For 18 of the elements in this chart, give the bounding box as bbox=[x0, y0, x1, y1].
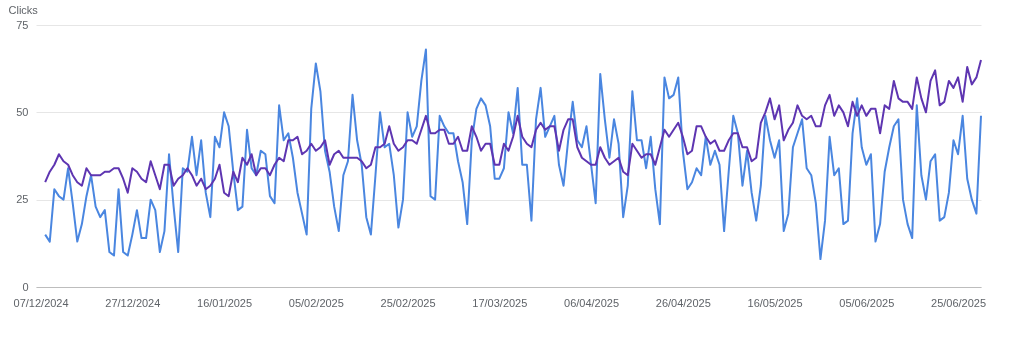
y-tick-label: 75 bbox=[16, 18, 29, 31]
x-tick-label: 06/04/2025 bbox=[564, 296, 620, 309]
x-tick-label: 05/02/2025 bbox=[288, 296, 344, 309]
x-tick-label: 05/06/2025 bbox=[839, 296, 895, 309]
y-axis-title: Clicks bbox=[8, 3, 39, 16]
x-tick-label: 25/06/2025 bbox=[931, 296, 987, 309]
y-tick-label: 25 bbox=[16, 193, 29, 206]
x-tick-label: 25/02/2025 bbox=[380, 296, 436, 309]
x-tick-label: 07/12/2024 bbox=[13, 296, 69, 309]
line-series bbox=[44, 58, 982, 198]
x-tick-label: 26/04/2025 bbox=[655, 296, 711, 309]
x-tick-label: 27/12/2024 bbox=[105, 296, 161, 309]
y-tick-label: 0 bbox=[22, 280, 29, 293]
x-tick-label: 16/01/2025 bbox=[197, 296, 253, 309]
x-tick-label: 17/03/2025 bbox=[472, 296, 528, 309]
y-tick-label: 50 bbox=[16, 105, 29, 118]
x-tick-label: 16/05/2025 bbox=[747, 296, 803, 309]
line-series bbox=[44, 48, 982, 261]
